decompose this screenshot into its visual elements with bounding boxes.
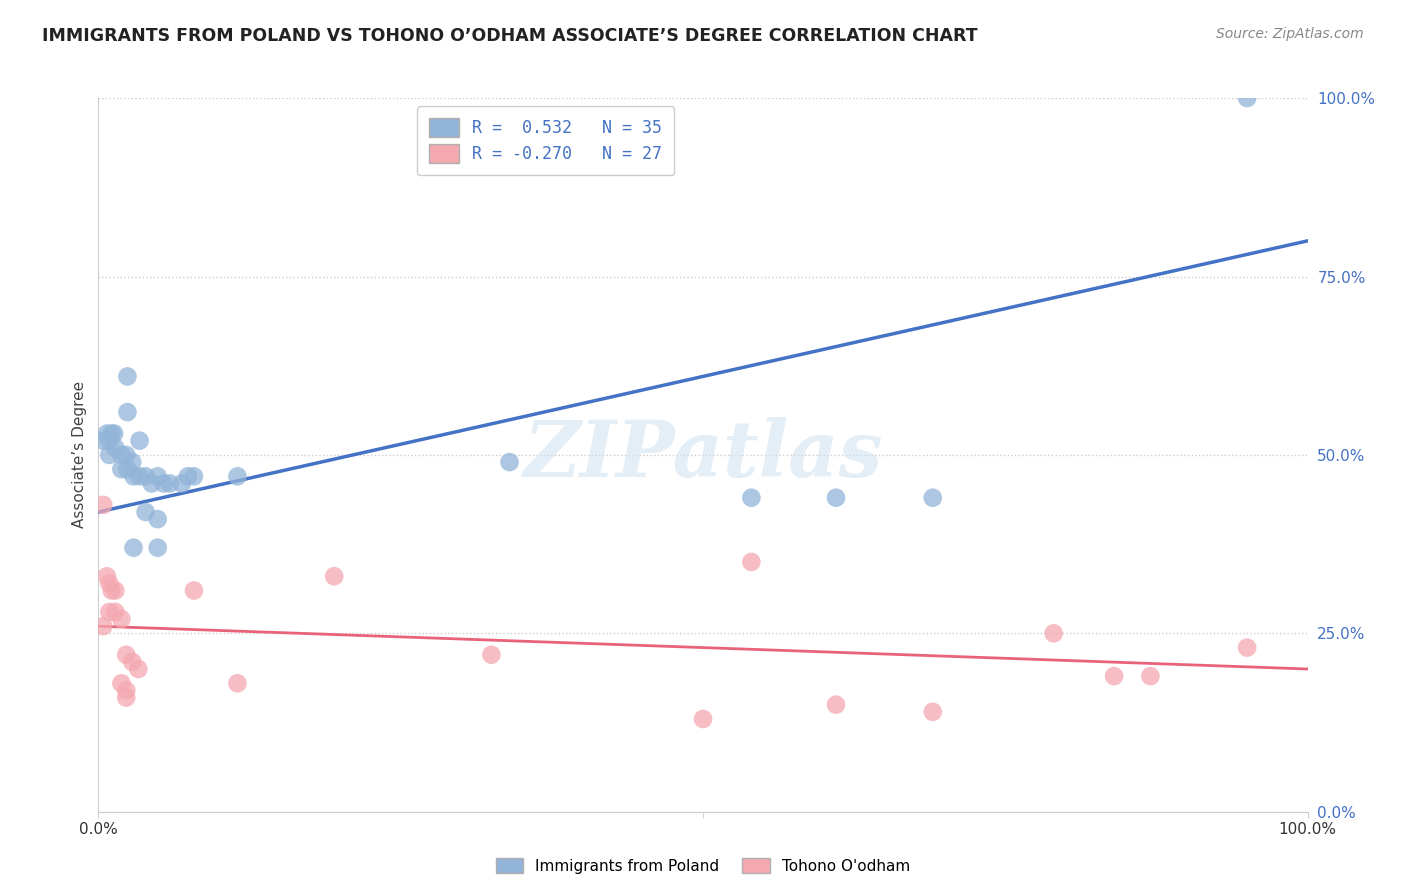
Point: [692, 712, 714, 726]
Point: [115, 448, 138, 462]
Point: [1139, 669, 1161, 683]
Point: [110, 462, 132, 476]
Point: [1236, 640, 1258, 655]
Point: [91, 434, 114, 448]
Point: [141, 476, 163, 491]
Point: [146, 512, 169, 526]
Point: [117, 462, 139, 476]
Point: [96, 569, 118, 583]
Point: [170, 476, 193, 491]
Point: [117, 369, 139, 384]
Point: [1042, 626, 1064, 640]
Point: [117, 405, 139, 419]
Point: [110, 676, 132, 690]
Point: [825, 698, 848, 712]
Text: Source: ZipAtlas.com: Source: ZipAtlas.com: [1216, 27, 1364, 41]
Point: [135, 469, 157, 483]
Point: [100, 426, 122, 441]
Point: [159, 476, 181, 491]
Point: [103, 426, 125, 441]
Point: [98, 576, 121, 591]
Point: [98, 448, 121, 462]
Point: [104, 605, 127, 619]
Text: ZIPatlas: ZIPatlas: [523, 417, 883, 493]
Point: [96, 426, 118, 441]
Point: [177, 469, 200, 483]
Point: [183, 583, 205, 598]
Point: [115, 648, 138, 662]
Point: [226, 676, 249, 690]
Point: [110, 612, 132, 626]
Point: [226, 469, 249, 483]
Text: IMMIGRANTS FROM POLAND VS TOHONO O’ODHAM ASSOCIATE’S DEGREE CORRELATION CHART: IMMIGRANTS FROM POLAND VS TOHONO O’ODHAM…: [42, 27, 977, 45]
Point: [91, 619, 114, 633]
Point: [98, 605, 121, 619]
Legend: Immigrants from Poland, Tohono O'odham: Immigrants from Poland, Tohono O'odham: [489, 852, 917, 880]
Point: [91, 498, 114, 512]
Point: [825, 491, 848, 505]
Point: [104, 441, 127, 455]
Point: [183, 469, 205, 483]
Point: [121, 455, 143, 469]
Point: [115, 683, 138, 698]
Point: [921, 491, 943, 505]
Point: [1102, 669, 1125, 683]
Point: [921, 705, 943, 719]
Legend: R =  0.532   N = 35, R = -0.270   N = 27: R = 0.532 N = 35, R = -0.270 N = 27: [418, 106, 673, 175]
Point: [104, 583, 127, 598]
Point: [98, 434, 121, 448]
Point: [100, 583, 122, 598]
Y-axis label: Associate’s Degree: Associate’s Degree: [72, 382, 87, 528]
Point: [740, 555, 762, 569]
Point: [1236, 91, 1258, 105]
Point: [128, 469, 150, 483]
Point: [498, 455, 520, 469]
Point: [122, 469, 145, 483]
Point: [127, 662, 149, 676]
Point: [740, 491, 762, 505]
Point: [146, 469, 169, 483]
Point: [481, 648, 503, 662]
Point: [152, 476, 174, 491]
Point: [128, 434, 150, 448]
Point: [146, 541, 169, 555]
Point: [110, 448, 132, 462]
Point: [323, 569, 346, 583]
Point: [135, 505, 157, 519]
Point: [122, 541, 145, 555]
Point: [121, 655, 143, 669]
Point: [115, 690, 138, 705]
